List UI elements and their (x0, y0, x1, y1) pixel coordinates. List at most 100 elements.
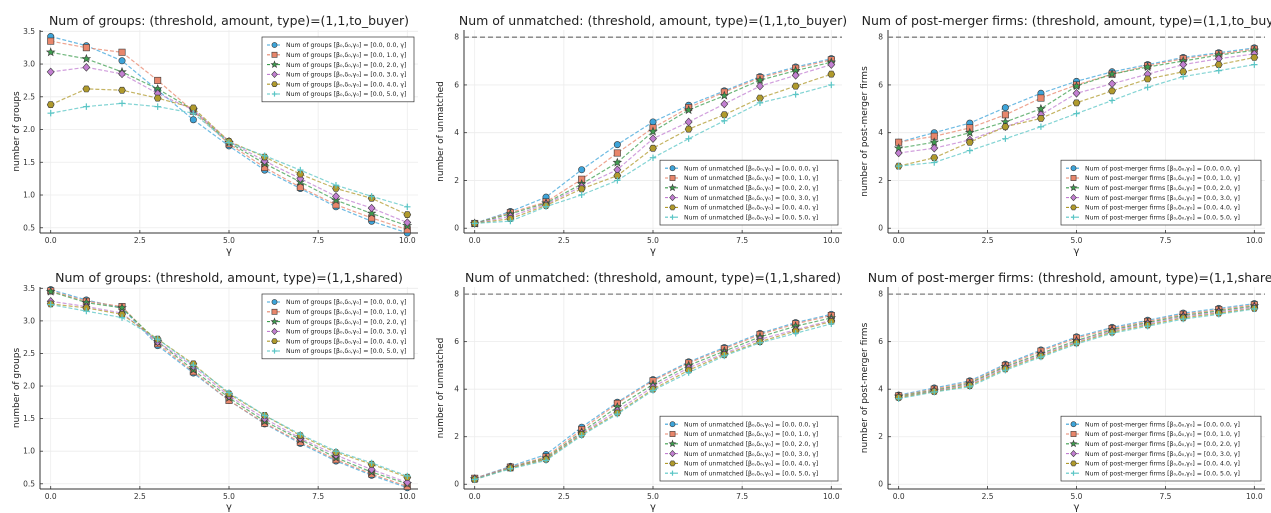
legend-marker (271, 299, 278, 305)
x-tick-label: 0.0 (469, 492, 481, 501)
data-point (367, 203, 376, 213)
chart-title: Num of groups: (threshold, amount, type)… (49, 13, 409, 28)
x-tick-label: 7.5 (312, 236, 324, 245)
legend: Num of groups [β₀,δ₀,γ₀] = [0.0, 0.0, γ]… (261, 36, 415, 103)
data-point (261, 152, 268, 159)
legend-label: Num of groups [β₀,δ₀,γ₀] = [0.0, 0.0, γ] (286, 299, 406, 306)
legend-label: Num of unmatched [β₀,δ₀,γ₀] = [0.0, 4.0,… (684, 461, 818, 468)
data-point (578, 432, 585, 439)
data-point (225, 389, 233, 396)
legend-label: Num of unmatched [β₀,δ₀,γ₀] = [0.0, 1.0,… (684, 175, 818, 182)
chart-svg: Num of unmatched: (threshold, amount, ty… (436, 13, 847, 257)
data-point (154, 103, 161, 110)
legend-marker (271, 348, 278, 354)
data-point (403, 211, 412, 218)
x-tick-label: 2.5 (134, 492, 146, 501)
data-point (296, 170, 305, 178)
y-axis-label: number of post-merger firms (860, 322, 870, 453)
data-point (82, 63, 91, 72)
data-point (471, 220, 478, 227)
data-point (1037, 123, 1045, 130)
data-point (649, 154, 657, 161)
data-point (542, 457, 550, 464)
data-point (1179, 315, 1187, 323)
data-point (1108, 79, 1116, 89)
data-point (756, 94, 764, 102)
series-line (898, 49, 1255, 149)
legend-label: Num of groups [β₀,δ₀,γ₀] = [0.0, 4.0, γ] (286, 338, 406, 345)
y-axis-label: number of groups (12, 91, 22, 172)
data-point (118, 100, 126, 107)
legend-marker (669, 470, 676, 476)
y-tick-label: 1.0 (23, 447, 35, 456)
legend-box (659, 159, 839, 226)
legend-label: Num of post-merger firms [β₀,δ₀,γ₀] = [0… (1085, 470, 1240, 477)
data-point (1073, 340, 1080, 348)
data-point (1179, 68, 1188, 76)
data-point (683, 104, 694, 115)
legend-box (1060, 159, 1262, 226)
data-point (828, 320, 835, 328)
y-axis-label: number of unmatched (436, 81, 446, 182)
legend-marker (669, 450, 676, 458)
data-point (542, 203, 550, 210)
data-point (153, 94, 162, 102)
legend-label: Num of post-merger firms [β₀,δ₀,γ₀] = [0… (1085, 185, 1240, 192)
data-point (1250, 54, 1259, 61)
data-point (1179, 73, 1187, 80)
y-tick-label: 1.0 (23, 191, 35, 200)
data-point (1251, 305, 1258, 313)
data-point (154, 335, 161, 343)
y-tick-label: 0 (454, 480, 459, 489)
legend-label: Num of unmatched [β₀,δ₀,γ₀] = [0.0, 0.0,… (684, 421, 818, 428)
y-tick-label: 1.5 (23, 414, 35, 423)
data-point (507, 465, 514, 472)
legend-marker (669, 214, 676, 220)
series-5 (47, 100, 411, 211)
data-point (828, 81, 835, 89)
legend-marker (1070, 175, 1077, 181)
chart-title: Num of groups: (threshold, amount, type)… (55, 270, 403, 285)
x-tick-label: 0.0 (45, 492, 57, 501)
x-tick-label: 10.0 (399, 236, 416, 245)
data-point (1108, 330, 1116, 337)
y-tick-label: 6 (454, 80, 459, 89)
data-point (1108, 87, 1116, 95)
x-axis-label: γ (650, 502, 656, 513)
x-axis-label: γ (226, 246, 232, 257)
legend-marker (271, 42, 278, 48)
data-point (791, 71, 800, 80)
legend-marker (1070, 431, 1077, 437)
data-point (332, 192, 340, 201)
x-tick-label: 10.0 (399, 492, 416, 501)
data-point (118, 48, 126, 56)
x-tick-label: 7.5 (312, 492, 324, 501)
x-tick-label: 5.0 (1071, 236, 1083, 245)
data-point (684, 117, 693, 127)
data-point (45, 47, 56, 57)
data-point (964, 127, 975, 137)
data-point (46, 101, 55, 108)
y-tick-label: 8 (454, 290, 459, 299)
legend-marker (669, 165, 676, 172)
legend-label: Num of groups [β₀,δ₀,γ₀] = [0.0, 2.0, γ] (286, 319, 406, 326)
series-line (474, 61, 832, 224)
data-point (1215, 67, 1222, 74)
legend-label: Num of post-merger firms [β₀,δ₀,γ₀] = [0… (1085, 195, 1240, 202)
series-line (50, 88, 408, 216)
y-tick-label: 2 (878, 176, 883, 185)
chart-svg: Num of groups: (threshold, amount, type)… (12, 13, 418, 257)
y-axis-label: number of post-merger firms (860, 66, 870, 197)
series-line (50, 102, 408, 208)
data-point (612, 157, 623, 167)
legend-label: Num of unmatched [β₀,δ₀,γ₀] = [0.0, 4.0,… (684, 205, 818, 212)
y-tick-label: 2 (878, 432, 883, 441)
x-tick-label: 2.5 (558, 236, 570, 245)
legend-label: Num of post-merger firms [β₀,δ₀,γ₀] = [0… (1085, 175, 1240, 182)
legend-marker (1070, 214, 1077, 220)
y-tick-label: 3.5 (23, 284, 35, 293)
legend-label: Num of unmatched [β₀,δ₀,γ₀] = [0.0, 3.0,… (684, 195, 818, 202)
x-tick-label: 5.0 (223, 236, 235, 245)
data-point (756, 99, 764, 107)
data-point (1037, 115, 1045, 122)
